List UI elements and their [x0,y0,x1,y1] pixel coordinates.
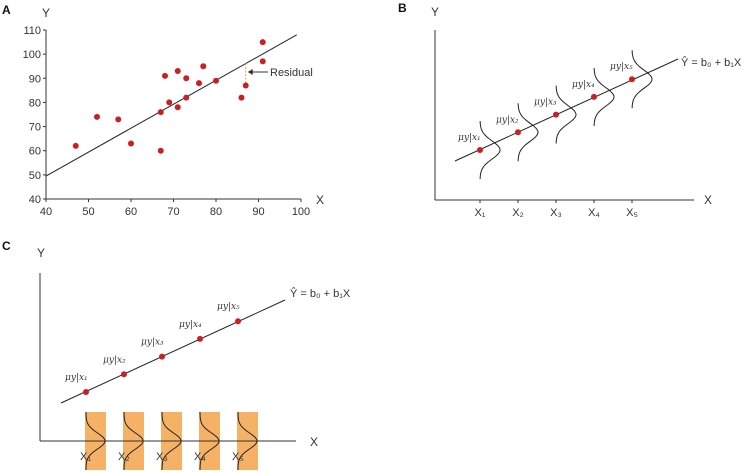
x-tick-label: 90 [252,206,264,218]
panel-a: A Y X 40 50 60 70 80 90 100405060708090100110 … [2,3,324,218]
panel-c: C Y X X₁ X₂ X₃ X₄ X₅ Ŷ = b₀ + b₁X μy|x₁ μy|x₂… [2,239,351,470]
data-point [200,63,207,70]
normal-distribution-curve [517,103,539,162]
x-tick-label: X₂ [512,207,524,219]
mean-point [197,335,203,342]
data-point [174,104,181,111]
mean-point [121,371,127,378]
x-tick-label: 70 [167,206,179,218]
data-point [166,99,173,106]
data-point [242,82,249,89]
panel-b-regression-line [454,58,679,162]
panel-b-y-label: Y [431,5,439,19]
mu-label: μy|x₅ [610,62,633,72]
data-point [196,80,202,87]
normal-distribution-curve [631,50,653,109]
x-tick-label: X₅ [626,207,638,219]
data-point [72,142,79,149]
data-point [259,39,266,46]
mu-label: μy|x₃ [534,98,557,108]
data-point [162,72,168,79]
y-tick-label: 40 [29,194,41,206]
panel-c-equation: Ŷ = b₀ + b₁X [290,287,351,300]
panel-c-x-label: X [310,435,318,449]
mean-point [591,93,597,100]
data-point [94,113,100,120]
x-tick-label: X₂ [118,451,130,463]
x-tick-label: 40 [40,206,52,218]
y-tick-label: 70 [29,122,41,134]
panel-c-y-label: Y [37,246,45,260]
x-tick-label: 100 [292,206,310,218]
mean-point [477,147,483,153]
x-tick-label: 60 [125,206,137,218]
mu-label: μy|x₁ [65,373,88,383]
data-point [157,109,164,116]
data-point [183,94,190,101]
panel-b-label: B [398,1,407,15]
x-tick-label: X₁ [474,207,485,219]
mean-point [83,389,89,395]
x-tick-label: X₄ [194,451,206,463]
panel-a-x-label: X [316,193,324,207]
data-point [157,147,164,154]
panel-c-regression-line [60,299,286,404]
y-tick-label: 110 [23,25,41,37]
x-tick-label: 50 [82,206,94,218]
residual-label: Residual [270,67,313,79]
mu-label: μy|x₂ [103,355,126,365]
mean-point [515,129,521,136]
regression-line [45,34,297,177]
mu-label: μy|x₅ [217,302,240,312]
data-point [213,77,219,84]
data-point [183,75,190,82]
x-tick-label: X₅ [232,451,244,463]
x-tick-label: X₄ [588,207,600,219]
data-point [238,94,245,101]
x-tick-label: X₁ [80,451,91,463]
mu-label: μy|x₃ [141,338,164,348]
panel-b-x-label: X [704,193,712,207]
data-point [128,140,134,147]
mean-point [159,353,165,360]
x-tick-label: X₃ [156,451,168,463]
data-point [174,68,181,75]
residual-arrowhead [247,69,253,75]
mean-point [629,76,635,83]
panel-c-label: C [2,239,11,253]
y-tick-label: 80 [29,97,41,109]
x-tick-label: X₃ [550,207,562,219]
normal-distribution-curve [479,120,501,180]
mu-label: μy|x₂ [496,115,519,125]
y-tick-label: 50 [29,170,41,182]
panel-a-y-label: Y [42,6,50,20]
mu-label: μy|x₁ [458,133,481,143]
panel-a-label: A [2,3,11,17]
y-tick-label: 60 [29,146,41,158]
data-point [115,116,122,123]
normal-distribution-curve [555,85,577,144]
data-point [259,58,266,65]
mu-label: μy|x₄ [572,80,595,90]
y-tick-label: 100 [23,49,41,61]
x-tick-label: 80 [210,206,222,218]
normal-distribution-curve [593,67,615,126]
panel-b: B Y X Ŷ = b₀ + b₁X μy|x₁ X₁ μy|x₂ X₂ μy|x₃ X₃… [398,1,742,219]
mu-label: μy|x₄ [179,320,202,330]
mean-point [235,318,241,325]
panel-b-equation: Ŷ = b₀ + b₁X [681,56,742,69]
y-tick-label: 90 [29,73,41,85]
mean-point [553,111,559,118]
